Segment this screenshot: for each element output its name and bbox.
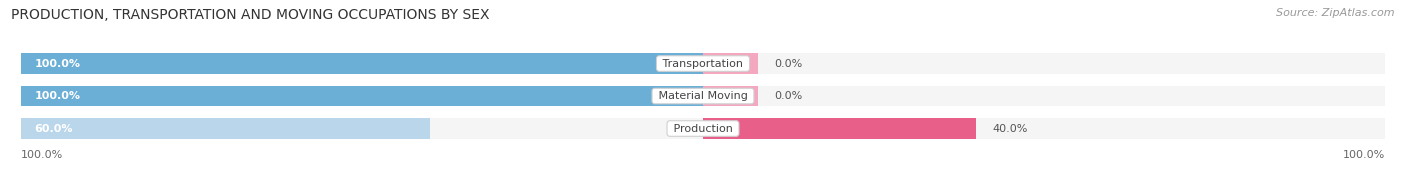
Text: Source: ZipAtlas.com: Source: ZipAtlas.com: [1277, 8, 1395, 18]
Text: PRODUCTION, TRANSPORTATION AND MOVING OCCUPATIONS BY SEX: PRODUCTION, TRANSPORTATION AND MOVING OC…: [11, 8, 489, 22]
Text: 40.0%: 40.0%: [993, 123, 1028, 133]
Text: 100.0%: 100.0%: [35, 59, 80, 69]
Bar: [703, 86, 758, 106]
Bar: [703, 118, 976, 139]
Bar: [21, 54, 1385, 74]
Bar: [703, 54, 758, 74]
Bar: [21, 54, 703, 74]
Bar: [21, 118, 430, 139]
Bar: [21, 118, 1385, 139]
Text: Transportation: Transportation: [659, 59, 747, 69]
Text: Material Moving: Material Moving: [655, 91, 751, 101]
Text: 100.0%: 100.0%: [35, 91, 80, 101]
Bar: [21, 86, 703, 106]
Text: 60.0%: 60.0%: [35, 123, 73, 133]
Text: 0.0%: 0.0%: [773, 59, 803, 69]
Text: Production: Production: [669, 123, 737, 133]
Text: 100.0%: 100.0%: [1343, 150, 1385, 160]
Bar: [21, 86, 1385, 106]
Text: 0.0%: 0.0%: [773, 91, 803, 101]
Text: 100.0%: 100.0%: [21, 150, 63, 160]
